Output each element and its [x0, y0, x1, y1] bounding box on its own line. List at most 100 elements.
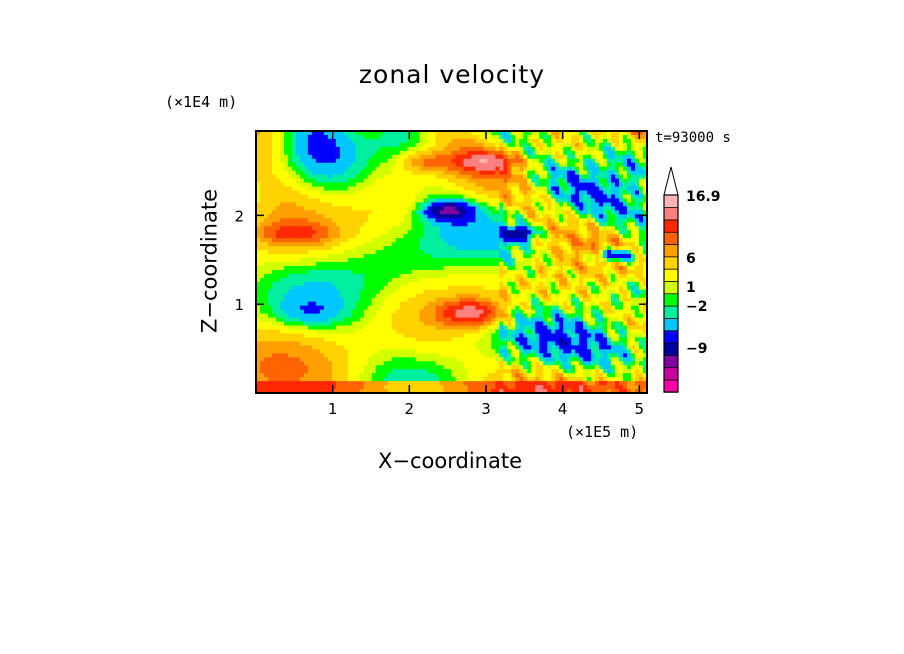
contour-cell [563, 158, 568, 164]
contour-cell [303, 146, 309, 152]
contour-cell [559, 202, 564, 208]
contour-cell [475, 134, 481, 140]
contour-cell [315, 309, 321, 315]
contour-cell [463, 230, 469, 235]
contour-cell [303, 186, 309, 192]
contour-cell [347, 158, 353, 164]
contour-cell [575, 230, 580, 235]
contour-cell [427, 134, 433, 140]
contour-cell [439, 142, 445, 148]
contour-cell [559, 186, 564, 192]
contour-cell [603, 226, 608, 231]
contour-cell [443, 202, 449, 208]
contour-cell [347, 265, 353, 271]
contour-cell [355, 154, 361, 160]
contour-cell [507, 281, 512, 287]
contour-cell [479, 131, 485, 136]
contour-cell [559, 150, 564, 156]
contour-cell [479, 258, 485, 263]
contour-cell [607, 297, 612, 303]
contour-cell [479, 214, 485, 219]
contour-cell [603, 269, 608, 275]
contour-cell [323, 150, 329, 156]
contour-cell [395, 301, 401, 307]
contour-cell [463, 154, 469, 160]
contour-cell [467, 265, 473, 271]
contour-cell [267, 166, 273, 172]
contour-cell [427, 293, 433, 299]
contour-cell [383, 131, 389, 136]
contour-cell [551, 325, 556, 331]
contour-cell [611, 146, 616, 152]
contour-cell [491, 206, 496, 211]
contour-cell [391, 182, 397, 188]
contour-cell [299, 265, 305, 271]
contour-cell [531, 166, 536, 172]
contour-cell [399, 150, 405, 156]
contour-cell [435, 194, 441, 200]
contour-cell [256, 150, 261, 156]
contour-cell [459, 277, 465, 283]
contour-cell [283, 250, 289, 255]
contour-cell [519, 254, 524, 259]
contour-cell [383, 166, 389, 172]
contour-cell [343, 190, 349, 196]
contour-cell [295, 150, 301, 156]
contour-cell [279, 309, 285, 315]
contour-cell [355, 258, 361, 263]
contour-cell [367, 214, 373, 219]
contour-cell [367, 218, 373, 223]
contour-cell [351, 182, 357, 188]
contour-cell [523, 154, 528, 160]
contour-cell [575, 254, 580, 259]
contour-cell [379, 138, 385, 144]
contour-cell [503, 265, 508, 271]
contour-cell [543, 313, 548, 319]
contour-cell [379, 186, 385, 192]
contour-cell [307, 131, 313, 136]
contour-cell [447, 250, 453, 255]
contour-cell [467, 325, 473, 331]
contour-cell [507, 218, 512, 223]
contour-cell [595, 265, 600, 271]
contour-cell [431, 293, 437, 299]
contour-cell [551, 218, 556, 223]
contour-cell [583, 170, 588, 176]
contour-cell [267, 174, 273, 180]
contour-cell [579, 158, 584, 164]
contour-cell [591, 246, 596, 251]
contour-cell [459, 285, 465, 291]
contour-cell [607, 234, 612, 239]
contour-cell [579, 138, 584, 144]
contour-cell [563, 281, 568, 287]
contour-cell [335, 138, 341, 144]
contour-cell [543, 269, 548, 275]
contour-cell [403, 281, 409, 287]
contour-cell [447, 202, 453, 208]
contour-cell [435, 273, 441, 279]
contour-cell [307, 254, 313, 259]
contour-cell [575, 305, 580, 311]
contour-cell [471, 194, 477, 200]
contour-cell [311, 182, 317, 188]
contour-cell [411, 254, 417, 259]
contour-cell [587, 178, 592, 184]
contour-cell [359, 202, 365, 208]
contour-cell [551, 146, 556, 152]
contour-cell [539, 309, 544, 315]
contour-cell [619, 206, 624, 211]
contour-cell [619, 218, 624, 223]
contour-cell [287, 131, 293, 136]
contour-cell [455, 329, 461, 335]
contour-cell [527, 293, 532, 299]
contour-cell [571, 226, 576, 231]
contour-cell [571, 131, 576, 136]
contour-cell [551, 174, 556, 180]
contour-cell [307, 305, 313, 311]
contour-cell [307, 325, 313, 331]
contour-cell [643, 202, 647, 208]
contour-cell [291, 297, 297, 303]
contour-cell [431, 254, 437, 259]
contour-cell [435, 297, 441, 303]
contour-cell [591, 305, 596, 311]
